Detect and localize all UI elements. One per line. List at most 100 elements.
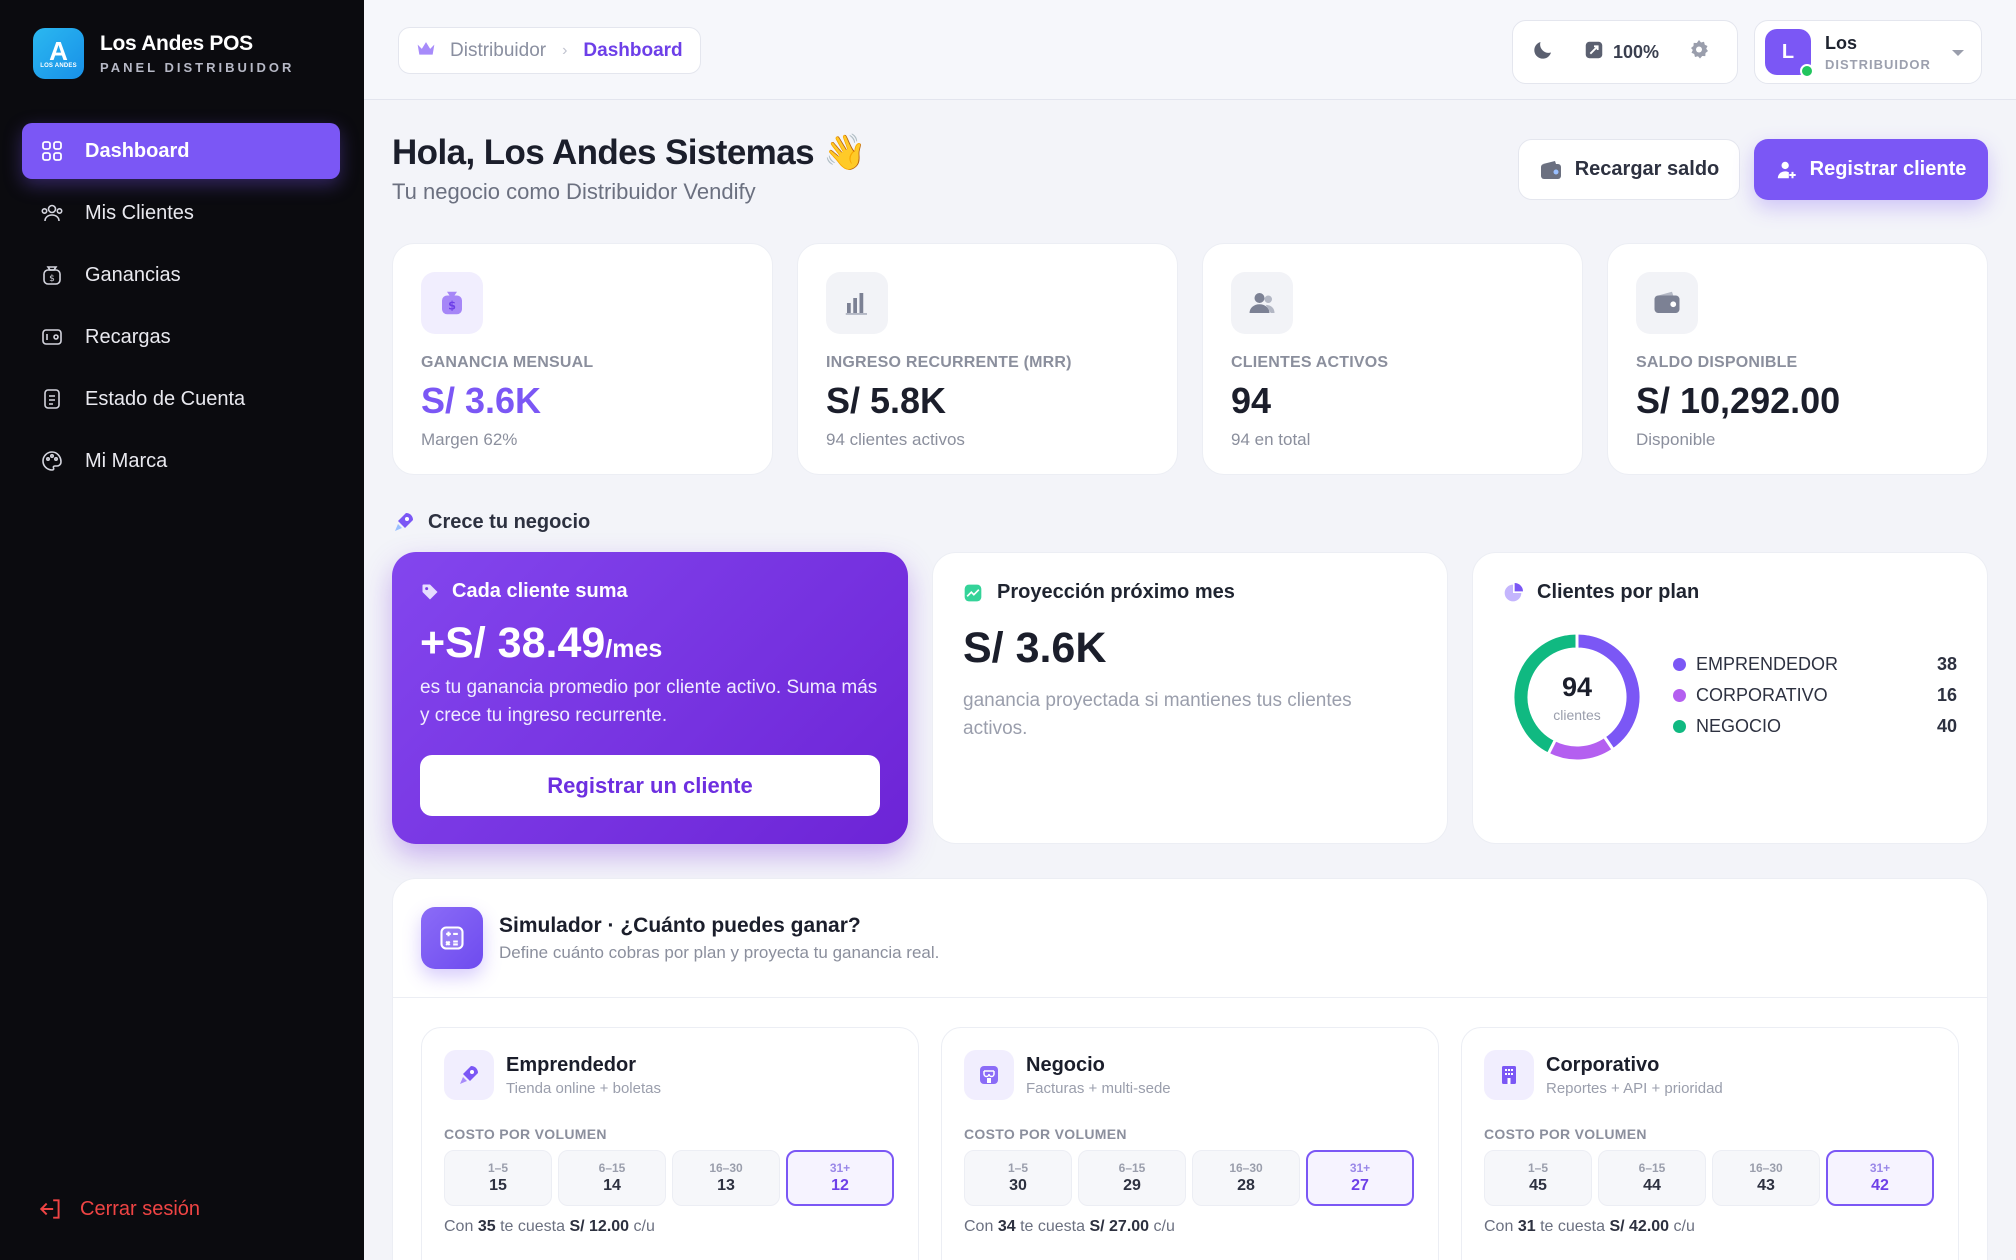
tier-option[interactable]: 16–30 13: [672, 1150, 780, 1206]
legend-item: NEGOCIO 40: [1673, 711, 1957, 742]
legend-value: 40: [1936, 716, 1957, 736]
stat-card-mrr: INGRESO RECURRENTE (MRR) S/ 5.8K 94 clie…: [797, 243, 1178, 475]
tier-option[interactable]: 6–15 29: [1078, 1150, 1186, 1206]
sidebar-item-recargas[interactable]: Recargas: [22, 309, 340, 365]
topbar: Distribuidor › Dashboard 100% L Los: [364, 0, 2016, 100]
tier-price: 45: [1529, 1177, 1547, 1194]
tier-range: 1–5: [1527, 1161, 1549, 1175]
plans-donut-chart: 94 clientes: [1501, 621, 1653, 773]
tier-range: 1–5: [487, 1161, 509, 1175]
store-icon: [964, 1050, 1014, 1100]
chevron-down-icon: [1951, 45, 1965, 63]
tier-option[interactable]: 1–5 15: [444, 1150, 552, 1206]
legend-value: 16: [1936, 685, 1957, 705]
legend-dot: [1673, 689, 1686, 702]
tier-range: 31+: [829, 1161, 851, 1175]
legend-dot: [1673, 720, 1686, 733]
sidebar-item-mi-marca[interactable]: Mi Marca: [22, 433, 340, 489]
zoom-icon: [1583, 39, 1605, 66]
tier-range: 16–30: [1229, 1161, 1263, 1175]
avatar: L: [1765, 29, 1814, 78]
bar-chart-icon: [826, 272, 888, 334]
legend-value: 38: [1936, 654, 1957, 674]
online-status-dot: [1800, 64, 1814, 78]
tier-range: 31+: [1869, 1161, 1891, 1175]
moon-icon: [1531, 38, 1555, 67]
document-icon: [39, 386, 65, 412]
user-menu[interactable]: L Los DISTRIBUIDOR: [1754, 20, 1982, 84]
sidebar-item-label: Mis Clientes: [85, 201, 194, 224]
stat-sub: 94 clientes activos: [826, 430, 965, 449]
tier-price: 28: [1237, 1177, 1255, 1194]
dark-mode-toggle[interactable]: [1531, 38, 1555, 67]
wallet-icon: [1539, 159, 1563, 181]
plans-legend: EMPRENDEDOR 38 CORPORATIVO 16 NEGOCIO 40: [1673, 649, 1957, 742]
plans-title: Clientes por plan: [1537, 581, 1700, 603]
sidebar-item-ganancias[interactable]: $ Ganancias: [22, 247, 340, 303]
sidebar-item-label: Mi Marca: [85, 449, 168, 472]
calculator-icon: [421, 907, 483, 969]
plan-name: Negocio: [1026, 1053, 1105, 1076]
promo-card: Cada cliente suma +S/ 38.49/mes es tu ga…: [392, 552, 908, 844]
tier-option[interactable]: 1–5 45: [1484, 1150, 1592, 1206]
recharge-balance-button[interactable]: Recargar saldo: [1518, 139, 1740, 200]
chevron-right-icon: ›: [562, 41, 568, 59]
crown-icon: [416, 39, 436, 63]
plan-name: Corporativo: [1546, 1053, 1660, 1076]
tier-option[interactable]: 1–5 30: [964, 1150, 1072, 1206]
sidebar-item-label: Recargas: [85, 325, 171, 348]
tier-price: 15: [489, 1177, 507, 1194]
brand-subtitle: PANEL DISTRIBUIDOR: [100, 60, 295, 75]
volume-label: COSTO POR VOLUMEN: [1484, 1126, 1647, 1142]
stat-card-monthly-earnings: $ GANANCIA MENSUAL S/ 3.6K Margen 62%: [392, 243, 773, 475]
greeting: Hola, Los Andes Sistemas 👋 Tu negocio co…: [392, 132, 867, 205]
brand[interactable]: A LOS ANDES Los Andes POS PANEL DISTRIBU…: [33, 28, 294, 79]
tier-option[interactable]: 16–30 28: [1192, 1150, 1300, 1206]
sidebar-item-mis-clientes[interactable]: Mis Clientes: [22, 185, 340, 241]
sidebar-item-dashboard[interactable]: Dashboard: [22, 123, 340, 179]
sidebar: A LOS ANDES Los Andes POS PANEL DISTRIBU…: [0, 0, 364, 1260]
tier-range: 6–15: [1118, 1161, 1146, 1175]
settings-button[interactable]: [1687, 38, 1711, 67]
tag-icon: [420, 582, 440, 602]
plan-desc: Facturas + multi-sede: [1026, 1079, 1171, 1097]
wallet-icon: [1636, 272, 1698, 334]
logout-button[interactable]: Cerrar sesión: [38, 1196, 200, 1222]
tier-option[interactable]: 6–15 44: [1598, 1150, 1706, 1206]
breadcrumb-current: Dashboard: [583, 39, 683, 61]
plan-card-corporativo: Corporativo Reportes + API + prioridad C…: [1461, 1027, 1959, 1260]
building-icon: [1484, 1050, 1534, 1100]
users-icon: [1231, 272, 1293, 334]
stat-label: CLIENTES ACTIVOS: [1231, 354, 1389, 371]
tier-option-selected[interactable]: 31+ 27: [1306, 1150, 1414, 1206]
toolbar: 100%: [1512, 20, 1738, 84]
tier-option[interactable]: 6–15 14: [558, 1150, 666, 1206]
tier-price: 42: [1871, 1177, 1889, 1194]
promo-value: +S/ 38.49/mes: [420, 619, 880, 668]
simulator-card: Simulador · ¿Cuánto puedes ganar? Define…: [392, 878, 1988, 1260]
tier-option-selected[interactable]: 31+ 42: [1826, 1150, 1934, 1206]
recharge-label: Recargar saldo: [1574, 158, 1720, 180]
logout-label: Cerrar sesión: [80, 1197, 201, 1220]
tier-range: 16–30: [1749, 1161, 1783, 1175]
sidebar-item-estado-de-cuenta[interactable]: Estado de Cuenta: [22, 371, 340, 427]
tier-price: 27: [1351, 1177, 1369, 1194]
user-role: DISTRIBUIDOR: [1825, 56, 1931, 72]
add-user-icon: [1776, 159, 1798, 181]
register-label: Registrar cliente: [1809, 158, 1967, 180]
stat-label: SALDO DISPONIBLE: [1636, 354, 1798, 371]
sidebar-item-label: Estado de Cuenta: [85, 387, 246, 410]
palette-icon: [39, 448, 65, 474]
projection-value: S/ 3.6K: [963, 624, 1107, 672]
svg-text:$: $: [49, 274, 55, 284]
register-a-client-button[interactable]: Registrar un cliente: [420, 755, 880, 816]
register-client-button[interactable]: Registrar cliente: [1754, 139, 1988, 200]
section-title-text: Crece tu negocio: [428, 510, 591, 533]
zoom-value: 100%: [1613, 41, 1660, 62]
page-title: Hola, Los Andes Sistemas 👋: [392, 133, 867, 172]
tier-option-selected[interactable]: 31+ 12: [786, 1150, 894, 1206]
breadcrumb-parent[interactable]: Distribuidor: [450, 39, 547, 61]
sidebar-item-label: Dashboard: [85, 139, 190, 162]
zoom-control[interactable]: 100%: [1583, 39, 1659, 66]
tier-option[interactable]: 16–30 43: [1712, 1150, 1820, 1206]
